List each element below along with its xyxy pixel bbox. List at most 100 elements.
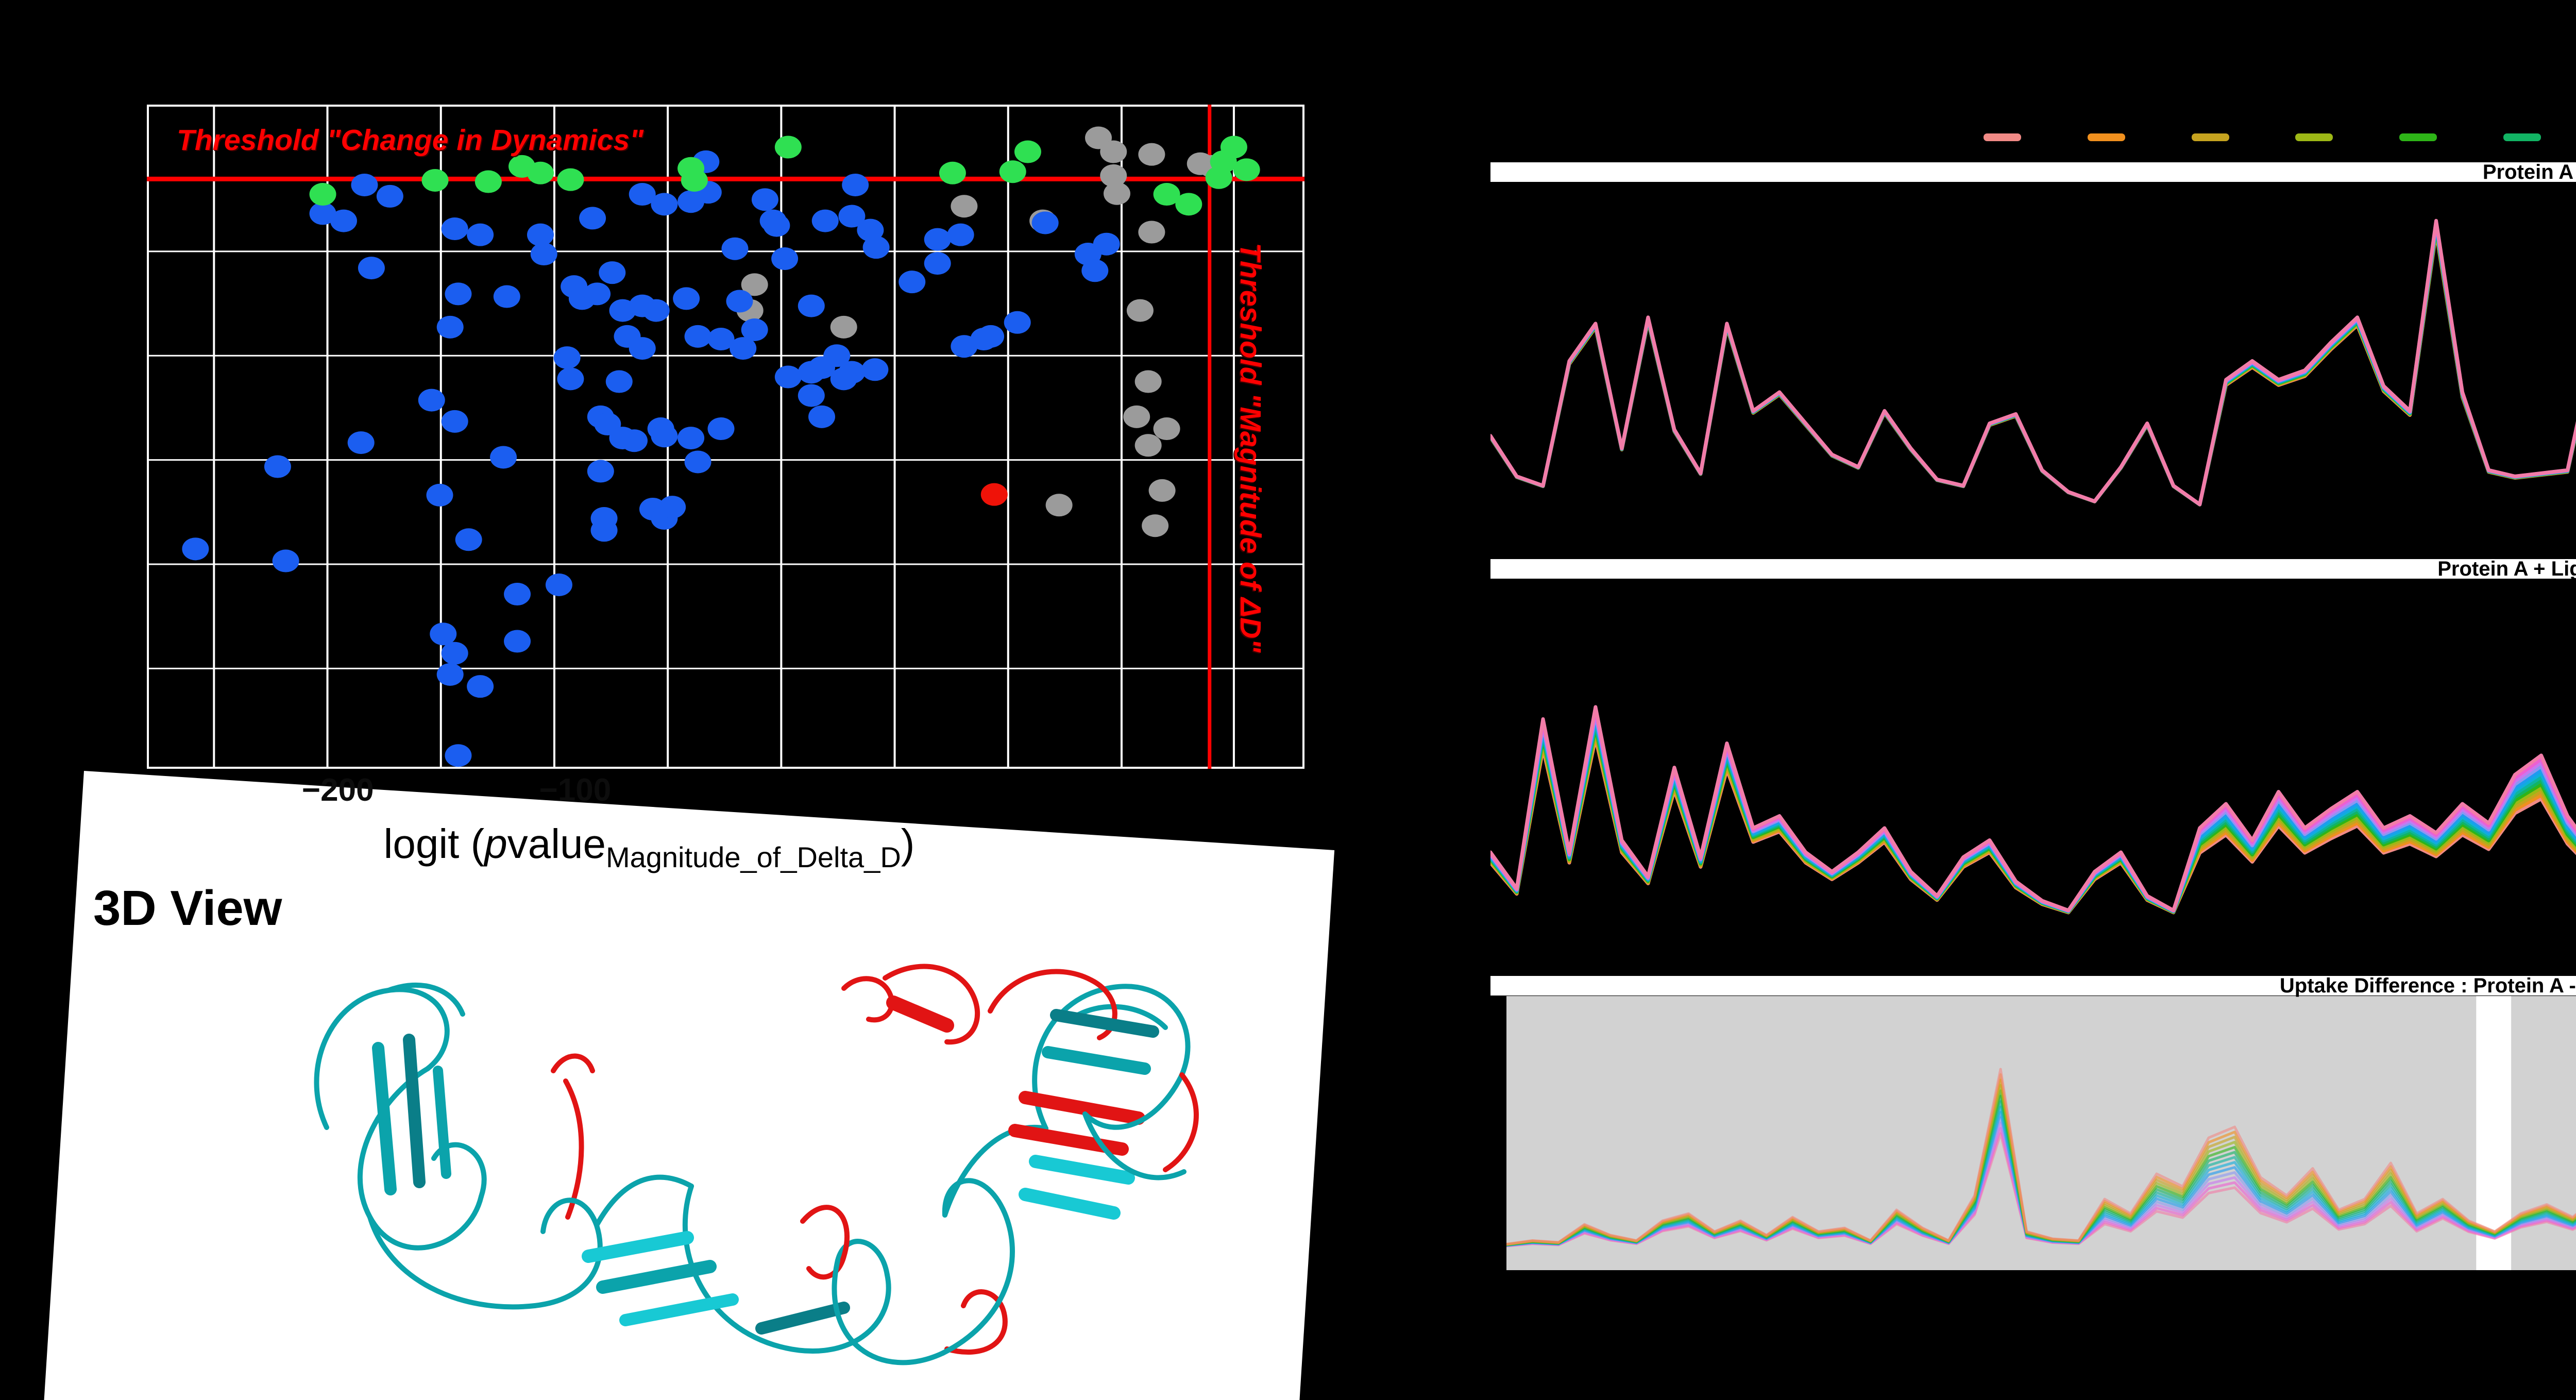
- volcano-point-blue[interactable]: [924, 252, 951, 275]
- volcano-point-blue[interactable]: [545, 573, 572, 596]
- volcano-point-blue[interactable]: [774, 365, 802, 389]
- volcano-point-blue[interactable]: [798, 384, 825, 407]
- uptake-series-line[interactable]: [1490, 208, 2576, 507]
- volcano-point-blue[interactable]: [947, 223, 974, 246]
- legend-swatch[interactable]: [2087, 133, 2125, 141]
- volcano-point-blue[interactable]: [587, 460, 614, 483]
- volcano-point-blue[interactable]: [838, 205, 866, 228]
- volcano-point-blue[interactable]: [584, 282, 611, 306]
- uptake-series-line[interactable]: [1490, 209, 2576, 507]
- volcano-point-blue[interactable]: [527, 223, 554, 246]
- volcano-point-blue[interactable]: [504, 582, 531, 605]
- uptake-series-line[interactable]: [1490, 205, 2576, 507]
- volcano-point-blue[interactable]: [1081, 259, 1109, 282]
- volcano-point-blue[interactable]: [467, 675, 494, 698]
- volcano-point-blue[interactable]: [605, 370, 633, 393]
- uptake-series-line[interactable]: [1490, 705, 2576, 913]
- volcano-point-green[interactable]: [999, 160, 1026, 183]
- volcano-point-blue[interactable]: [651, 425, 678, 448]
- volcano-point-green[interactable]: [557, 168, 584, 191]
- volcano-point-blue[interactable]: [1004, 311, 1031, 334]
- volcano-point-blue[interactable]: [673, 287, 700, 310]
- volcano-point-blue[interactable]: [977, 325, 1005, 348]
- volcano-point-blue[interactable]: [455, 528, 482, 551]
- uptake-series-line[interactable]: [1506, 1068, 2576, 1245]
- 3d-view-panel[interactable]: 3D View: [38, 771, 1335, 1400]
- volcano-point-gray[interactable]: [951, 195, 978, 218]
- volcano-point-blue[interactable]: [771, 247, 799, 271]
- volcano-point-blue[interactable]: [726, 290, 753, 313]
- volcano-point-blue[interactable]: [830, 367, 857, 391]
- volcano-point-blue[interactable]: [684, 450, 711, 474]
- uptake-series-line[interactable]: [1490, 710, 2576, 913]
- uptake-series-line[interactable]: [1490, 206, 2576, 507]
- uptake-series-line[interactable]: [1490, 216, 2576, 507]
- legend-swatch[interactable]: [2503, 133, 2541, 141]
- volcano-point-blue[interactable]: [599, 261, 626, 284]
- volcano-point-blue[interactable]: [677, 190, 705, 213]
- volcano-point-green[interactable]: [1014, 140, 1041, 163]
- volcano-point-blue[interactable]: [579, 207, 606, 230]
- volcano-point-gray[interactable]: [1126, 299, 1154, 322]
- uptake-series-line[interactable]: [1490, 210, 2576, 507]
- volcano-point-green[interactable]: [1233, 158, 1260, 181]
- volcano-point-blue[interactable]: [557, 367, 584, 391]
- volcano-point-blue[interactable]: [924, 228, 951, 251]
- volcano-point-blue[interactable]: [811, 209, 839, 232]
- volcano-point-green[interactable]: [1153, 183, 1180, 206]
- volcano-point-blue[interactable]: [1031, 211, 1059, 234]
- volcano-point-blue[interactable]: [441, 217, 468, 241]
- volcano-point-blue[interactable]: [376, 184, 403, 208]
- uptake-series-line[interactable]: [1490, 211, 2576, 507]
- volcano-point-gray[interactable]: [1142, 514, 1169, 537]
- protein-ribbon-structure[interactable]: [226, 916, 1282, 1400]
- volcano-point-blue[interactable]: [629, 183, 656, 206]
- uptake-series-line[interactable]: [1490, 212, 2576, 507]
- volcano-point-gray[interactable]: [1100, 164, 1127, 187]
- volcano-point-gray[interactable]: [1100, 140, 1127, 163]
- volcano-point-blue[interactable]: [684, 325, 711, 348]
- volcano-point-blue[interactable]: [490, 446, 517, 469]
- volcano-point-blue[interactable]: [182, 537, 209, 561]
- volcano-point-blue[interactable]: [426, 483, 453, 507]
- volcano-point-blue[interactable]: [590, 519, 618, 542]
- volcano-point-green[interactable]: [309, 183, 336, 206]
- volcano-point-gray[interactable]: [1148, 479, 1176, 502]
- volcano-point-green[interactable]: [421, 168, 449, 192]
- volcano-point-gray[interactable]: [1138, 143, 1165, 166]
- volcano-point-blue[interactable]: [642, 299, 670, 322]
- volcano-point-green[interactable]: [474, 170, 502, 193]
- volcano-point-red[interactable]: [980, 483, 1008, 506]
- volcano-point-blue[interactable]: [651, 193, 678, 216]
- volcano-point-blue[interactable]: [751, 188, 778, 211]
- volcano-point-gray[interactable]: [1134, 370, 1162, 393]
- volcano-point-blue[interactable]: [441, 642, 468, 665]
- volcano-point-blue[interactable]: [741, 318, 768, 341]
- volcano-point-gray[interactable]: [1138, 221, 1165, 244]
- volcano-point-blue[interactable]: [730, 337, 757, 360]
- volcano-point-blue[interactable]: [272, 549, 299, 572]
- legend-swatch[interactable]: [1984, 133, 2021, 141]
- volcano-point-blue[interactable]: [436, 315, 464, 339]
- uptake-series-line[interactable]: [1490, 213, 2576, 507]
- volcano-point-blue[interactable]: [707, 417, 735, 441]
- volcano-point-blue[interactable]: [861, 358, 889, 381]
- volcano-point-blue[interactable]: [842, 173, 869, 196]
- volcano-point-blue[interactable]: [808, 405, 836, 428]
- volcano-point-green[interactable]: [1220, 136, 1247, 159]
- uptake-series-line[interactable]: [1490, 215, 2576, 507]
- volcano-point-blue[interactable]: [347, 431, 375, 454]
- volcano-point-blue[interactable]: [721, 237, 749, 260]
- volcano-point-blue[interactable]: [857, 218, 884, 242]
- legend-swatch[interactable]: [2191, 133, 2229, 141]
- volcano-point-blue[interactable]: [553, 346, 581, 369]
- volcano-point-gray[interactable]: [830, 315, 857, 339]
- uptake-difference-chart[interactable]: [1506, 996, 2576, 1270]
- volcano-point-green[interactable]: [681, 168, 708, 192]
- volcano-point-green[interactable]: [774, 136, 802, 159]
- volcano-point-blue[interactable]: [659, 496, 686, 519]
- volcano-point-blue[interactable]: [418, 389, 445, 412]
- uptake-series-line[interactable]: [1490, 713, 2576, 913]
- volcano-point-gray[interactable]: [1134, 434, 1162, 457]
- volcano-point-gray[interactable]: [1103, 182, 1130, 205]
